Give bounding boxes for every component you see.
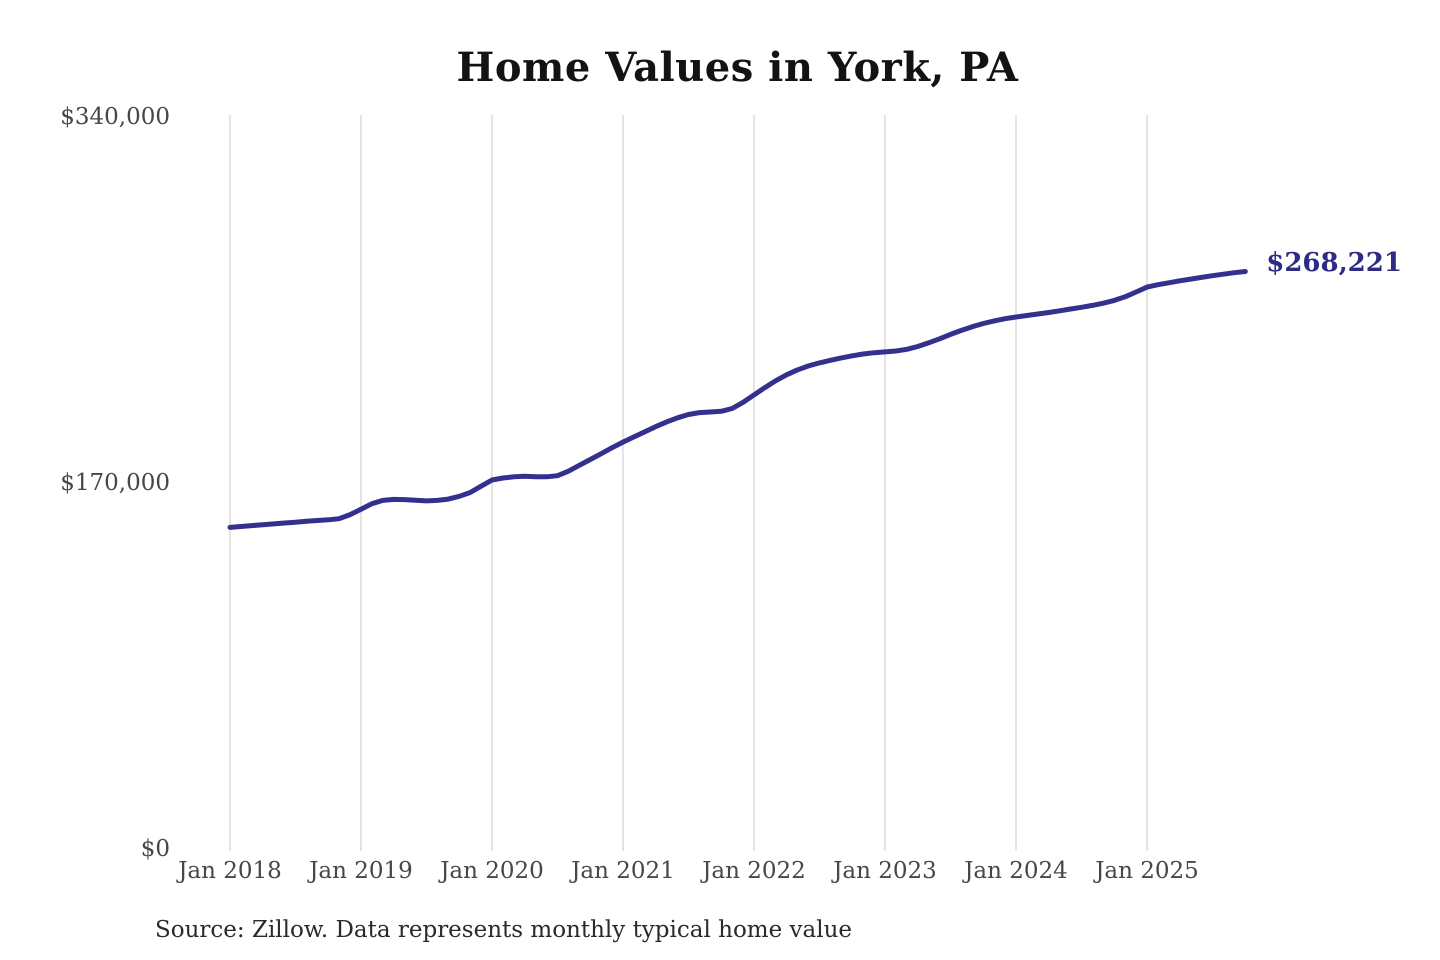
y-axis-tick-340000: $340,000 (60, 104, 170, 130)
chart-title: Home Values in York, PA (456, 44, 1019, 91)
latest-value-label: $268,221 (1266, 247, 1402, 278)
x-axis-tick-jan-2023: Jan 2023 (833, 858, 937, 884)
x-axis-tick-jan-2021: Jan 2021 (571, 858, 675, 884)
y-axis-tick-0: $0 (140, 836, 170, 862)
x-axis-tick-jan-2020: Jan 2020 (440, 858, 544, 884)
home-value-series-line (227, 269, 1248, 530)
y-axis-tick-170000: $170,000 (60, 470, 170, 496)
x-axis-tick-jan-2024: Jan 2024 (964, 858, 1068, 884)
source-note: Source: Zillow. Data represents monthly … (155, 917, 853, 943)
x-axis-tick-jan-2018: Jan 2018 (178, 858, 282, 884)
x-axis-tick-jan-2022: Jan 2022 (702, 858, 806, 884)
vertical-gridlines (229, 115, 1148, 851)
x-axis-tick-jan-2025: Jan 2025 (1095, 858, 1199, 884)
x-axis-tick-jan-2019: Jan 2019 (309, 858, 413, 884)
